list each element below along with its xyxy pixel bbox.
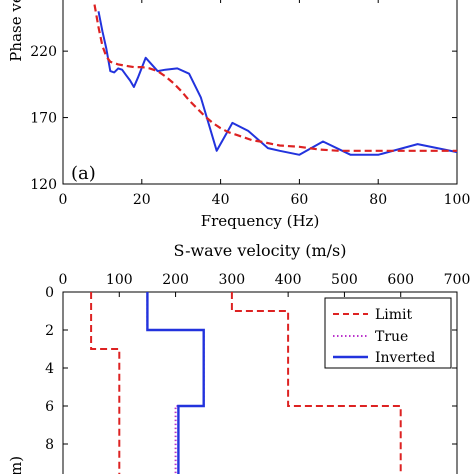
top-y-tick-label: 170 (30, 111, 57, 127)
top-y-tick-label: 120 (30, 177, 57, 193)
top-series-line-theoretical (93, 4, 457, 152)
bottom-series-line-limit-1 (230, 292, 402, 474)
top-x-tick-label: 80 (369, 192, 387, 208)
top-x-tick-label: 20 (133, 192, 151, 208)
panel-label: (a) (71, 163, 96, 184)
bottom-x-tick-label: 700 (444, 272, 471, 288)
bottom-series-line-inverted-3 (146, 292, 205, 474)
bottom-series-line-true-2 (146, 292, 205, 474)
bottom-x-tick-label: 100 (106, 272, 133, 288)
top-x-axis-label: Frequency (Hz) (201, 212, 320, 230)
bottom-plot-frame (62, 291, 458, 474)
top-x-tick-label: 60 (290, 192, 308, 208)
bottom-y-tick-label: 4 (45, 361, 54, 377)
bottom-series-group (90, 292, 402, 474)
legend-label-true: True (375, 329, 408, 345)
top-series-group (93, 4, 458, 156)
bottom-x-ticks: 0 100 200 300 400 500 600 700 (59, 272, 471, 297)
bottom-x-tick-label: 200 (162, 272, 189, 288)
bottom-series-line-limit-0 (90, 292, 121, 474)
bottom-x-tick-label: 300 (218, 272, 245, 288)
top-x-tick-label: 0 (59, 192, 68, 208)
legend-label-limit: Limit (375, 307, 413, 323)
bottom-y-tick-label: 6 (45, 399, 54, 415)
top-y-tick-label: 220 (30, 44, 57, 60)
top-series-line-observed (97, 11, 458, 156)
bottom-y-ticks: 0 2 4 6 8 (45, 285, 457, 453)
phase-velocity-panel: 0 20 40 60 80 100 120 170 220 (a) Frequency (Hz… (7, 0, 470, 230)
bottom-y-axis-label: m) (7, 456, 25, 474)
bottom-x-tick-label: 0 (59, 272, 68, 288)
legend-label-inverted: Inverted (375, 350, 435, 366)
top-x-ticks: 0 20 40 60 80 100 (59, 0, 471, 208)
s-wave-velocity-panel: S-wave velocity (m/s) 0 100 200 300 400 500 60… (7, 241, 470, 474)
top-y-axis-label: Phase ve (7, 0, 25, 62)
bottom-x-tick-label: 400 (275, 272, 302, 288)
bottom-x-tick-label: 600 (387, 272, 414, 288)
bottom-title: S-wave velocity (m/s) (174, 241, 347, 260)
top-x-tick-label: 100 (444, 192, 471, 208)
bottom-y-tick-label: 8 (45, 437, 54, 453)
top-plot-frame (62, 0, 458, 185)
top-x-tick-label: 40 (212, 192, 230, 208)
legend: Limit True Inverted (324, 297, 452, 369)
bottom-y-tick-label: 2 (45, 323, 54, 339)
bottom-y-tick-label: 0 (45, 285, 54, 301)
top-y-ticks: 120 170 220 (30, 44, 457, 193)
bottom-x-tick-label: 500 (331, 272, 358, 288)
